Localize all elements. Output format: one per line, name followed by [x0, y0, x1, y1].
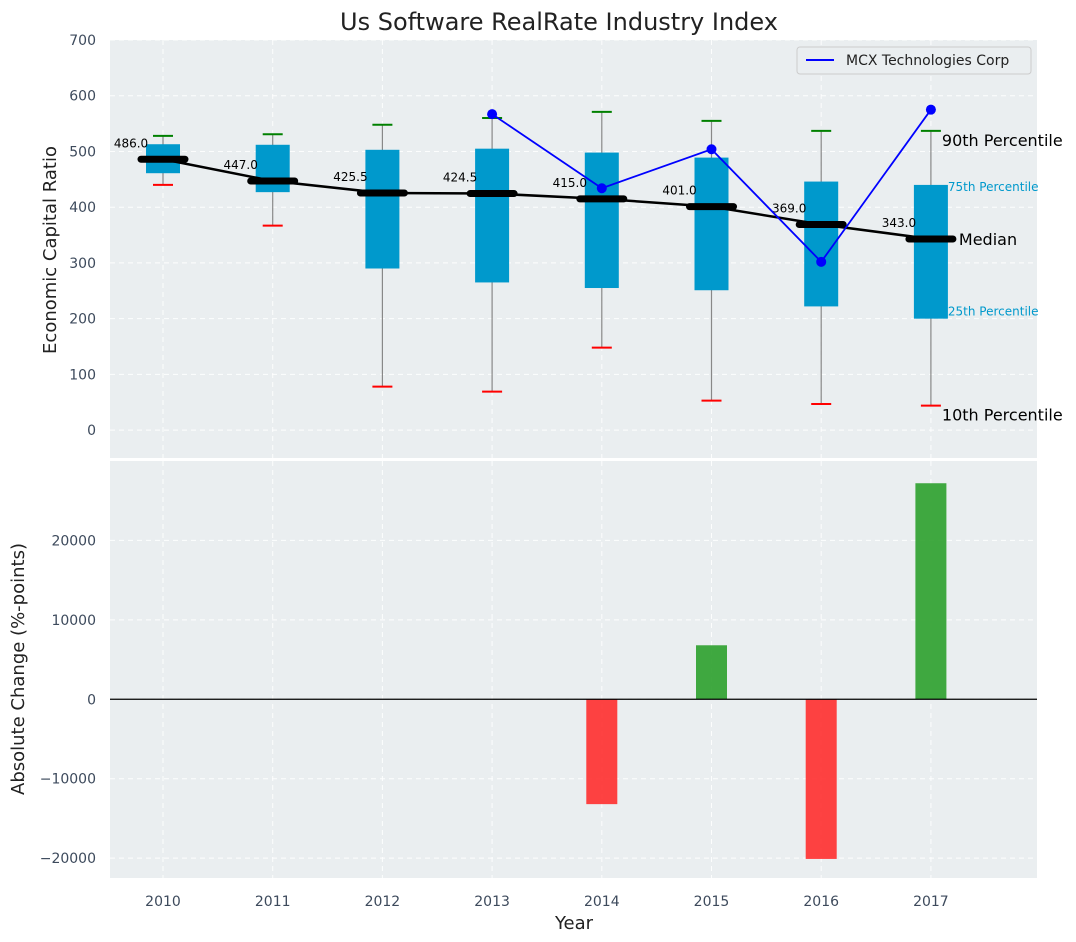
- top-panel: 0 100 200 300 400 500 600 700 486.0 447.0 425.5 424…: [69, 33, 1063, 458]
- change-bar-2015: [696, 645, 727, 700]
- annotation-75th-percentile: 75th Percentile: [948, 180, 1039, 194]
- median-value-label-2012: 425.5: [333, 170, 367, 184]
- top-y-tick-label: 700: [69, 33, 96, 49]
- series-point-2015: [706, 144, 717, 155]
- series-point-2014: [596, 183, 607, 194]
- median-value-label-2013: 424.5: [443, 171, 477, 185]
- bottom-y-tick-label: 20000: [51, 533, 96, 549]
- top-y-tick-label: 500: [69, 144, 96, 160]
- median-value-label-2010: 486.0: [114, 136, 148, 150]
- box-2014: [584, 152, 619, 289]
- x-tick-label-2013: 2013: [474, 894, 510, 910]
- median-value-label-2015: 401.0: [662, 184, 696, 198]
- annotation-10th-percentile: 10th Percentile: [942, 406, 1063, 425]
- series-point-2016: [816, 256, 827, 267]
- bottom-plot-background: [110, 461, 1037, 878]
- box-2015: [694, 157, 729, 291]
- annotation-90th-percentile: 90th Percentile: [942, 131, 1063, 150]
- box-2011: [255, 144, 290, 193]
- top-plot-background: [110, 40, 1037, 458]
- series-point-2013: [487, 109, 498, 120]
- bottom-y-tick-label: 0: [87, 692, 96, 708]
- bottom-y-tick-label: −10000: [40, 772, 96, 788]
- box-2012: [365, 149, 400, 269]
- median-value-label-2017: 343.0: [882, 216, 916, 230]
- change-bar-2016: [805, 699, 837, 859]
- box-2013: [475, 148, 510, 283]
- bottom-y-tick-label: −20000: [40, 851, 96, 867]
- legend: MCX Technologies Corp: [796, 46, 1032, 75]
- x-axis-label: Year: [554, 913, 594, 934]
- legend-entry-mcx: MCX Technologies Corp: [846, 53, 1009, 69]
- x-tick-label-2015: 2015: [694, 894, 730, 910]
- top-y-tick-label: 200: [69, 312, 96, 328]
- top-y-tick-label: 300: [69, 256, 96, 272]
- box-2017: [913, 184, 948, 319]
- annotation-25th-percentile: 25th Percentile: [948, 305, 1039, 319]
- top-y-tick-label: 600: [69, 89, 96, 105]
- top-y-axis-label: Economic Capital Ratio: [40, 146, 61, 354]
- box-2016: [804, 181, 839, 307]
- x-tick-label-2016: 2016: [803, 894, 839, 910]
- x-tick-label-2012: 2012: [365, 894, 401, 910]
- change-bar-2014: [586, 699, 618, 805]
- legend-box: [796, 46, 1032, 75]
- top-y-tick-label: 100: [69, 367, 96, 383]
- median-value-label-2016: 369.0: [772, 201, 806, 215]
- change-bar-2017: [915, 483, 947, 700]
- bottom-panel: −20000 −10000 0 10000 20000 2010 2011 2012 2013 2…: [40, 461, 1037, 910]
- bottom-y-axis-label: Absolute Change (%-points): [8, 543, 29, 795]
- x-tick-label-2017: 2017: [913, 894, 949, 910]
- annotation-median: Median: [959, 230, 1017, 249]
- top-y-tick-label: 400: [69, 200, 96, 216]
- median-value-label-2011: 447.0: [224, 158, 258, 172]
- x-tick-label-2011: 2011: [255, 894, 291, 910]
- x-tick-label-2010: 2010: [145, 894, 181, 910]
- x-tick-label-2014: 2014: [584, 894, 620, 910]
- chart-title: Us Software RealRate Industry Index: [340, 8, 778, 36]
- median-value-label-2014: 415.0: [553, 176, 587, 190]
- series-point-2017: [925, 104, 936, 115]
- bottom-y-tick-label: 10000: [51, 613, 96, 629]
- top-y-tick-label: 0: [87, 423, 96, 439]
